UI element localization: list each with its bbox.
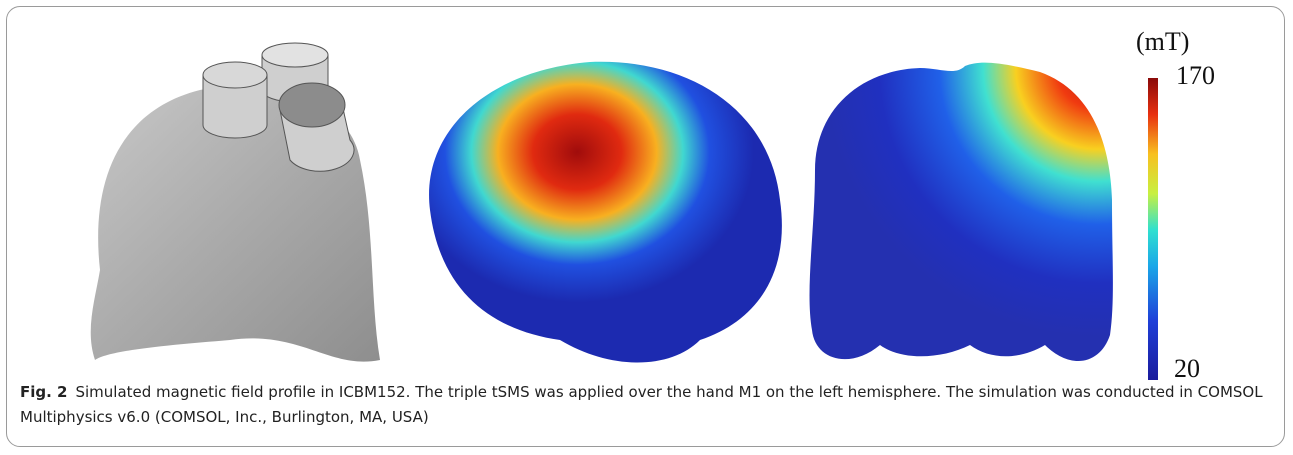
slice-field-map [809, 62, 1113, 362]
coil [261, 42, 329, 68]
colorbar-unit: (mT) [1136, 27, 1189, 56]
caption: Fig. 2 Simulated magnetic field profile i… [20, 380, 1270, 430]
caption-text: Simulated magnetic field profile in ICBM… [20, 383, 1263, 426]
figure-frame [6, 6, 1285, 447]
colorbar-max: 170 [1176, 61, 1215, 90]
caption-label: Fig. 2 [20, 383, 68, 401]
coil [202, 74, 268, 139]
brain-field-map [429, 61, 782, 363]
colorbar-min: 20 [1174, 354, 1200, 380]
coil [278, 82, 346, 128]
colorbar [1148, 78, 1158, 380]
figure: (mT) 170 20 [90, 27, 1215, 380]
coil [202, 61, 268, 89]
